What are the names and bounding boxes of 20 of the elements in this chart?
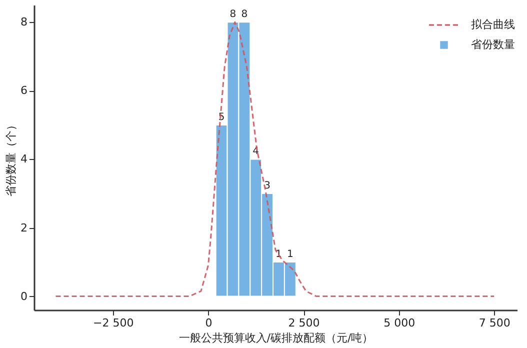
x-tick-label: 7 500: [478, 316, 510, 330]
y-tick-label: 0: [20, 290, 28, 303]
y-tick-label: 8: [20, 16, 28, 29]
data-label: 4: [252, 146, 260, 158]
x-tick-label: 5 000: [384, 316, 416, 330]
legend-label: 拟合曲线: [471, 18, 515, 31]
x-tick-label: 0: [205, 316, 212, 330]
legend-label: 省份数量: [471, 38, 515, 51]
data-label: 5: [218, 112, 225, 123]
y-axis-title: 省份数量（个）: [4, 120, 18, 196]
x-axis-title: 一般公共预算收入/碳排放配额（元/吨）: [178, 332, 374, 344]
x-tick-label: 2 500: [288, 316, 320, 330]
x-tick-label: −2 500: [93, 316, 134, 330]
data-label: 8: [230, 9, 236, 20]
data-label: 3: [264, 180, 270, 192]
y-tick-label: 6: [20, 84, 28, 98]
y-tick-label: 4: [20, 152, 28, 166]
y-tick-label: 2: [20, 221, 28, 234]
data-label: 1: [286, 249, 294, 260]
data-label: 8: [241, 9, 248, 20]
